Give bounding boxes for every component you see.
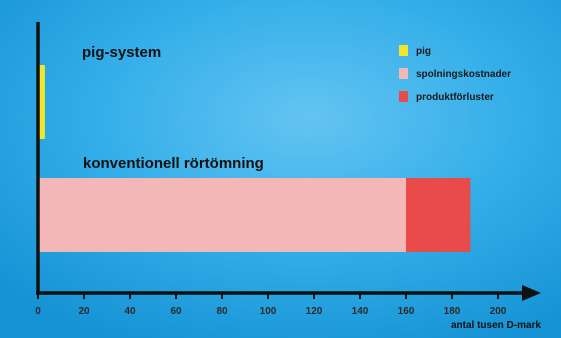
x-tick-label-100: 100 <box>260 306 277 317</box>
bars-layer <box>38 65 471 252</box>
bar-konventionell-rortomning-spolningskostnader <box>38 178 406 252</box>
x-tick-label-160: 160 <box>398 306 415 317</box>
legend-label-pig: pig <box>416 46 431 57</box>
ticks-layer: 0 20 40 60 80 100 120 140 160 180 200 <box>35 293 507 317</box>
legend: pig spolningskostnader produktförluster <box>399 45 511 103</box>
category-label-pig-system: pig-system <box>82 44 161 61</box>
x-tick-label-200: 200 <box>490 306 507 317</box>
x-axis-label: antal tusen D-mark <box>451 320 541 331</box>
x-tick-label-60: 60 <box>170 306 182 317</box>
x-tick-label-180: 180 <box>444 306 461 317</box>
x-tick-label-80: 80 <box>216 306 228 317</box>
bar-pig-system-pig <box>38 65 45 139</box>
legend-label-spolningskostnader: spolningskostnader <box>416 69 511 80</box>
x-tick-label-0: 0 <box>35 306 41 317</box>
x-tick-label-120: 120 <box>306 306 323 317</box>
x-tick-label-20: 20 <box>78 306 90 317</box>
legend-swatch-produktforluster <box>399 91 408 102</box>
legend-label-produktforluster: produktförluster <box>416 92 494 103</box>
bar-konventionell-rortomning-produktforluster <box>406 178 471 252</box>
legend-swatch-pig <box>399 45 408 56</box>
legend-swatch-spolningskostnader <box>399 68 408 79</box>
x-axis-arrow <box>522 285 541 301</box>
x-tick-label-140: 140 <box>352 306 369 317</box>
category-label-konventionell-rortomning: konventionell rörtömning <box>83 155 264 172</box>
x-tick-label-40: 40 <box>124 306 136 317</box>
